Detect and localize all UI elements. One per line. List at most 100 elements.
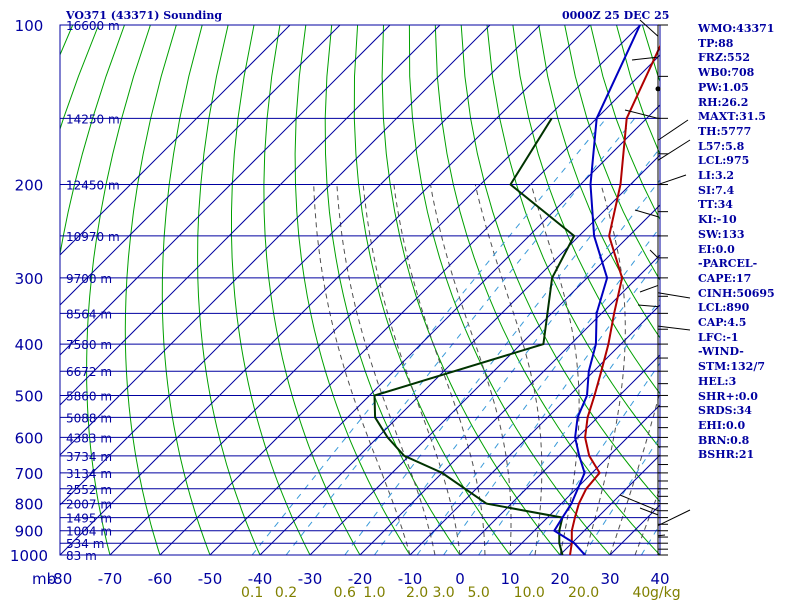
height-label: 7580 m	[66, 338, 112, 352]
pressure-tick-label: 500	[15, 387, 44, 405]
isotherm-lines	[0, 25, 800, 555]
height-label: 3734 m	[66, 450, 112, 464]
temperature-tick-label: 30	[600, 570, 619, 588]
index-item: CAPE:17	[698, 272, 800, 287]
index-item: FRZ:552	[698, 51, 800, 66]
height-label: 2007 m	[66, 498, 112, 512]
wind-barb	[658, 120, 688, 140]
height-label: 5088 m	[66, 411, 112, 425]
index-item: SW:133	[698, 228, 800, 243]
index-item: TT:34	[698, 198, 800, 213]
pressure-tick-label: 800	[15, 496, 44, 514]
height-label: 1495 m	[66, 512, 112, 526]
temperature-tick-label: -60	[148, 570, 173, 588]
height-label: 83 m	[66, 549, 97, 563]
index-item: WMO:43371	[698, 22, 800, 37]
dry-adiabat-line	[162, 25, 210, 555]
moist-adiabat-line	[585, 185, 625, 556]
height-label: 10970 m	[66, 230, 120, 244]
index-item: CINH:50695	[698, 287, 800, 302]
wind-barb	[658, 535, 665, 536]
index-item: LFC:-1	[698, 331, 800, 346]
height-label: 5860 m	[66, 389, 112, 403]
dry-adiabat-line	[295, 25, 410, 555]
index-item: LCL:890	[698, 301, 800, 316]
index-item: CAP:4.5	[698, 316, 800, 331]
index-item: PW:1.05	[698, 81, 800, 96]
index-item: SI:7.4	[698, 184, 800, 199]
dry-adiabat-line	[125, 25, 176, 555]
moist-adiabats	[314, 185, 754, 556]
index-item: EI:0.0	[698, 243, 800, 258]
index-item: LCL:975	[698, 154, 800, 169]
mixing-ratio-tick-label: 5.0	[467, 585, 489, 600]
temperature-tick-label: 20	[550, 570, 569, 588]
index-item: EHI:0.0	[698, 419, 800, 434]
pressure-tick-label: 400	[15, 336, 44, 354]
mixing-ratio-tick-label: 0.2	[275, 585, 297, 600]
index-item: BRN:0.8	[698, 434, 800, 449]
index-item: KI:-10	[698, 213, 800, 228]
wind-barb	[658, 140, 690, 160]
mixing-ratio-tick-label: 20.0	[568, 585, 599, 600]
wind-profile	[620, 20, 690, 555]
chart-title: VO371 (43371) Sounding	[65, 9, 222, 22]
temperature-tick-label: 0	[455, 570, 465, 588]
index-item: -WIND-	[698, 345, 800, 360]
index-item: BSHR:21	[698, 448, 800, 463]
height-label: 12450 m	[66, 179, 120, 193]
dry-adiabat-line	[198, 25, 260, 555]
mixing-ratio-tick-label: 40	[632, 585, 650, 600]
height-label: 4383 m	[66, 431, 112, 445]
moist-adiabat-line	[610, 185, 684, 556]
isotherm-line	[0, 25, 290, 555]
wind-barb	[658, 175, 686, 185]
mixing-ratio-tick-label: 2.0	[406, 585, 428, 600]
index-item: SHR+:0.0	[698, 390, 800, 405]
temperature-tick-label: -80	[48, 570, 73, 588]
pressure-temperature-grid	[0, 25, 800, 555]
height-label: 3134 m	[66, 467, 112, 481]
moist-adiabat-line	[475, 185, 542, 556]
dry-adiabat-line	[264, 25, 360, 555]
isotherm-line	[0, 25, 390, 555]
temperature-tick-label: -30	[298, 570, 323, 588]
mixing-ratio-tick-label: 3.0	[432, 585, 454, 600]
mixing-ratio-tick-label: 0.1	[241, 585, 263, 600]
dry-adiabats	[0, 25, 800, 555]
index-item: HEL:3	[698, 375, 800, 390]
pressure-tick-label: 300	[15, 270, 44, 288]
calm-wind-marker	[656, 86, 661, 91]
index-item: TH:5777	[698, 125, 800, 140]
moist-adiabat-line	[337, 185, 435, 556]
dry-adiabat-line	[461, 25, 710, 555]
mixing-ratio-line	[252, 118, 606, 555]
index-item: STM:132/7	[698, 360, 800, 375]
mixing-ratio-unit-label: g/kg	[650, 585, 681, 600]
isotherm-line	[160, 25, 690, 555]
dewpoint-line	[375, 118, 575, 555]
height-label: 14250 m	[66, 112, 120, 126]
pressure-tick-label: 700	[15, 465, 44, 483]
height-label: 6672 m	[66, 365, 112, 379]
height-label: 8564 m	[66, 307, 112, 321]
index-item: WB0:708	[698, 66, 800, 81]
pressure-tick-label: 200	[15, 177, 44, 195]
isotherm-line	[60, 25, 590, 555]
temperature-tick-label: -70	[98, 570, 123, 588]
index-item: TP:88	[698, 37, 800, 52]
wind-barb	[658, 293, 690, 298]
wind-barb	[640, 20, 658, 36]
wind-barb	[650, 250, 658, 258]
index-item: RH:26.2	[698, 96, 800, 111]
isotherm-line	[110, 25, 640, 555]
temperature-line	[570, 25, 670, 555]
index-item: MAXT:31.5	[698, 110, 800, 125]
index-item: SRDS:34	[698, 404, 800, 419]
height-label: 9700 m	[66, 272, 112, 286]
mixing-ratio-tick-label: 1.0	[363, 585, 385, 600]
